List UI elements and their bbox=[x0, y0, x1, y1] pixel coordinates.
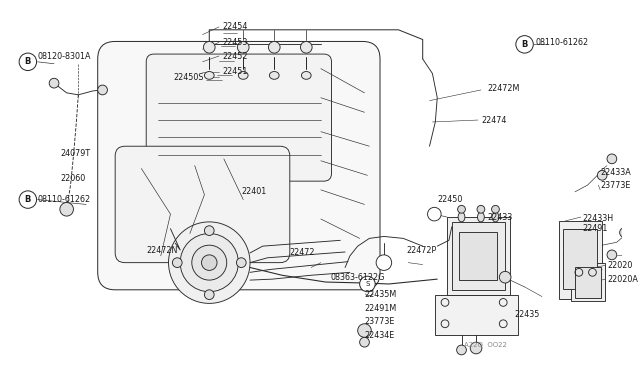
Text: 23773E: 23773E bbox=[365, 317, 395, 326]
FancyBboxPatch shape bbox=[98, 41, 380, 290]
Circle shape bbox=[620, 228, 629, 237]
Circle shape bbox=[19, 53, 36, 71]
Circle shape bbox=[360, 276, 375, 292]
Ellipse shape bbox=[458, 212, 465, 222]
Text: B: B bbox=[522, 40, 528, 49]
Text: 22434E: 22434E bbox=[365, 331, 395, 340]
Bar bbox=[459, 232, 497, 280]
Text: 22433A: 22433A bbox=[600, 168, 631, 177]
Circle shape bbox=[192, 245, 227, 280]
Bar bbox=[571, 263, 605, 301]
Text: 23773E: 23773E bbox=[600, 180, 630, 189]
Ellipse shape bbox=[204, 71, 214, 79]
Text: 22454: 22454 bbox=[222, 22, 247, 31]
Text: 22474: 22474 bbox=[481, 116, 506, 125]
Circle shape bbox=[428, 207, 441, 221]
Circle shape bbox=[204, 41, 215, 53]
Circle shape bbox=[237, 41, 249, 53]
Ellipse shape bbox=[238, 71, 248, 79]
Circle shape bbox=[204, 290, 214, 299]
Text: 22020A: 22020A bbox=[607, 275, 638, 283]
Circle shape bbox=[360, 337, 369, 347]
Bar bbox=[435, 295, 518, 336]
Text: 22472M: 22472M bbox=[488, 84, 520, 93]
Text: 22472: 22472 bbox=[290, 248, 316, 257]
Text: A22O  OO22: A22O OO22 bbox=[465, 342, 508, 348]
Text: 22433: 22433 bbox=[488, 212, 513, 222]
Circle shape bbox=[180, 234, 238, 292]
Text: 22491M: 22491M bbox=[365, 304, 397, 313]
Circle shape bbox=[236, 258, 246, 267]
Ellipse shape bbox=[301, 71, 311, 79]
Text: 08110-61262: 08110-61262 bbox=[38, 195, 91, 204]
Circle shape bbox=[516, 36, 533, 53]
Text: 22452: 22452 bbox=[222, 51, 248, 61]
Circle shape bbox=[172, 258, 182, 267]
Text: S: S bbox=[365, 281, 369, 287]
Text: 08120-8301A: 08120-8301A bbox=[38, 52, 91, 61]
Circle shape bbox=[470, 342, 482, 354]
Circle shape bbox=[202, 255, 217, 270]
FancyBboxPatch shape bbox=[115, 146, 290, 263]
Circle shape bbox=[19, 191, 36, 208]
Circle shape bbox=[492, 205, 499, 213]
Ellipse shape bbox=[492, 212, 499, 222]
Circle shape bbox=[499, 271, 511, 283]
Text: B: B bbox=[25, 57, 31, 66]
Circle shape bbox=[300, 41, 312, 53]
Circle shape bbox=[597, 170, 607, 180]
Text: 22060: 22060 bbox=[61, 174, 86, 183]
Text: 22453: 22453 bbox=[222, 38, 247, 47]
Ellipse shape bbox=[477, 212, 484, 222]
Circle shape bbox=[358, 324, 371, 337]
Text: 22472P: 22472P bbox=[406, 246, 436, 254]
Text: 22491: 22491 bbox=[583, 224, 608, 233]
Text: 22020: 22020 bbox=[607, 261, 632, 270]
Bar bbox=[559, 221, 602, 299]
Bar bbox=[447, 217, 510, 295]
Text: 08363-6122G: 08363-6122G bbox=[330, 273, 385, 282]
Text: B: B bbox=[25, 195, 31, 204]
Text: 22450: 22450 bbox=[437, 195, 463, 204]
Circle shape bbox=[458, 205, 465, 213]
Circle shape bbox=[457, 345, 467, 355]
Text: 24079T: 24079T bbox=[61, 148, 91, 157]
Text: 22435M: 22435M bbox=[365, 290, 397, 299]
Circle shape bbox=[268, 41, 280, 53]
Text: 22433H: 22433H bbox=[583, 215, 614, 224]
Circle shape bbox=[204, 226, 214, 235]
Text: 22435: 22435 bbox=[515, 310, 540, 318]
Text: 22472N: 22472N bbox=[146, 246, 177, 254]
Bar bbox=[575, 266, 601, 298]
Bar bbox=[563, 229, 597, 289]
Circle shape bbox=[607, 154, 617, 164]
Circle shape bbox=[607, 250, 617, 260]
FancyBboxPatch shape bbox=[146, 54, 332, 181]
Circle shape bbox=[376, 255, 392, 270]
Text: 22401: 22401 bbox=[241, 187, 266, 196]
Text: 22451: 22451 bbox=[222, 67, 247, 76]
Bar bbox=[452, 222, 505, 290]
Circle shape bbox=[168, 222, 250, 304]
Circle shape bbox=[60, 202, 74, 216]
Circle shape bbox=[49, 78, 59, 88]
Text: 22450S: 22450S bbox=[173, 73, 204, 82]
Circle shape bbox=[98, 85, 108, 95]
Circle shape bbox=[477, 205, 484, 213]
Text: 08110-61262: 08110-61262 bbox=[535, 38, 588, 47]
Ellipse shape bbox=[269, 71, 279, 79]
